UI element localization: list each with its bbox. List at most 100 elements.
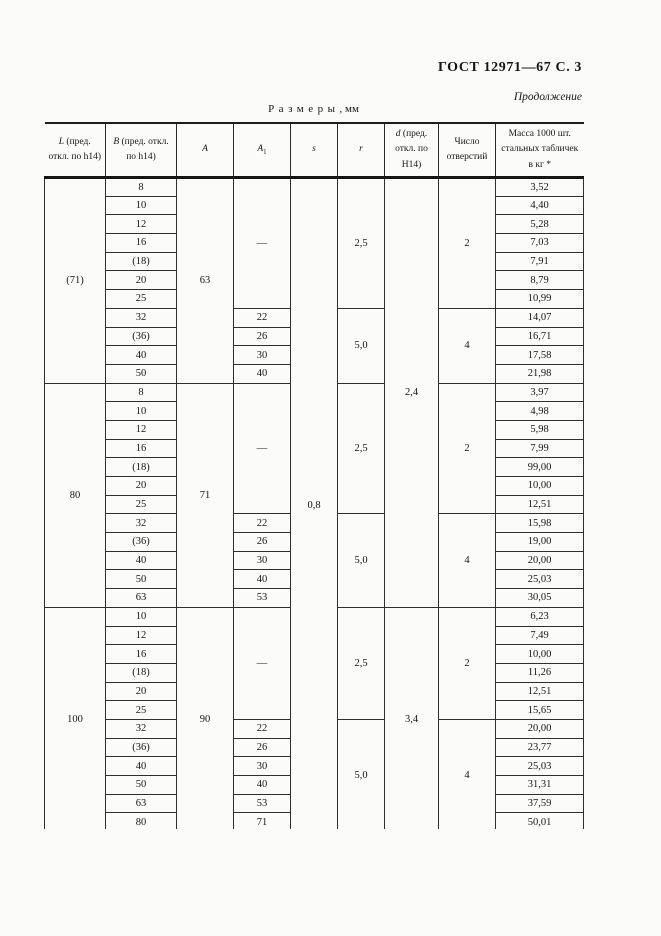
cell-m: 10,00	[495, 476, 584, 496]
cell-r: 2,5	[337, 177, 385, 309]
cell-m: 50,01	[495, 812, 584, 829]
table-row: (36) 26 23,77	[45, 737, 584, 758]
cell-m: 37,59	[495, 793, 584, 814]
cell-m: 19,00	[495, 532, 584, 552]
table-row: 40 30 20,00	[45, 550, 584, 571]
header-row: L (пред. откл. по h14) B (пред. откл. по …	[44, 122, 584, 179]
cell-L: 100	[44, 606, 106, 829]
cell-A: 90	[176, 606, 234, 829]
table-row: 16 7,99	[45, 438, 584, 459]
cell-n: 4	[438, 307, 496, 384]
cell-B: 40	[105, 756, 177, 776]
column-header-A1: A1	[233, 122, 291, 179]
cell-B: 12	[105, 625, 177, 646]
cell-d: 2,4	[384, 177, 439, 608]
cell-A1: 30	[233, 550, 291, 571]
cell-B: (18)	[105, 662, 177, 683]
cell-B: 32	[105, 307, 177, 328]
cell-A1: 40	[233, 775, 291, 795]
cell-A1: 26	[233, 737, 291, 758]
table-row: (71) 8 63—0,8 2,5 2,4 2 3,52	[44, 176, 584, 829]
cell-A1: 22	[233, 307, 291, 328]
table-row: 20 10,00	[45, 476, 584, 496]
column-header-r: r	[337, 122, 385, 179]
cell-m: 6,23	[495, 606, 584, 627]
cell-B: 63	[105, 588, 177, 608]
cell-L: (71)	[44, 177, 106, 384]
cell-m: 20,00	[495, 550, 584, 571]
cell-m: 7,91	[495, 251, 584, 272]
cell-B: (18)	[105, 251, 177, 272]
table-row: (36) 26 19,00	[45, 532, 584, 552]
cell-B: 16	[105, 438, 177, 459]
cell-m: 99,00	[495, 457, 584, 477]
table-row: 25 10,99	[45, 289, 584, 309]
table-row: 80 8 71— 2,5 2 3,97	[44, 382, 584, 608]
cell-B: 16	[105, 644, 177, 664]
table-title-unit: , мм	[339, 103, 359, 115]
table-row: 50 40 31,31	[45, 775, 584, 795]
cell-m: 20,00	[495, 718, 584, 739]
cell-B: 20	[105, 476, 177, 496]
table-title: Размеры, мм	[44, 103, 583, 115]
cell-m: 31,31	[495, 775, 584, 795]
cell-A1: —	[233, 382, 291, 515]
cell-r: 5,0	[337, 513, 385, 608]
cell-A: 63	[176, 177, 234, 384]
cell-m: 25,03	[495, 756, 584, 776]
cell-m: 7,99	[495, 438, 584, 459]
table-title-main: Размеры	[268, 103, 340, 115]
table-row: (18) 7,91	[45, 251, 584, 272]
cell-m: 3,97	[495, 382, 584, 403]
cell-n: 4	[438, 718, 496, 829]
cell-B: (36)	[105, 532, 177, 552]
cell-A1: 40	[233, 569, 291, 590]
table-row: 63 53 37,59	[45, 793, 584, 814]
cell-B: (36)	[105, 737, 177, 758]
cell-n: 4	[438, 513, 496, 608]
table-row: 63 53 30,05	[45, 588, 584, 608]
cell-d: 3,4	[384, 606, 439, 829]
cell-B: 63	[105, 793, 177, 814]
cell-A1: 22	[233, 718, 291, 739]
cell-m: 17,58	[495, 345, 584, 365]
cell-n: 2	[438, 382, 496, 515]
cell-B: 16	[105, 233, 177, 253]
cell-B: 80	[105, 812, 177, 829]
cell-A1: 22	[233, 513, 291, 534]
column-header-B: B (пред. откл. по h14)	[105, 122, 177, 179]
cell-m: 4,98	[495, 401, 584, 421]
cell-m: 5,98	[495, 419, 584, 440]
table-row: 80 71 50,01	[45, 812, 584, 829]
column-header-L: L (пред. откл. по h14)	[44, 122, 106, 179]
cell-B: 40	[105, 550, 177, 571]
cell-m: 3,52	[495, 177, 584, 197]
column-header-s: s	[290, 122, 338, 179]
cell-B: 25	[105, 494, 177, 515]
cell-m: 11,26	[495, 662, 584, 683]
cell-A1: 71	[233, 812, 291, 829]
table-row: 40 30 25,03	[45, 756, 584, 776]
cell-m: 10,00	[495, 644, 584, 664]
cell-m: 7,49	[495, 625, 584, 646]
cell-r: 5,0	[337, 718, 385, 829]
cell-n: 2	[438, 606, 496, 720]
cell-B: 40	[105, 345, 177, 365]
cell-A1: 26	[233, 532, 291, 552]
cell-r: 2,5	[337, 606, 385, 720]
table-header: L (пред. откл. по h14) B (пред. откл. по …	[44, 122, 584, 179]
cell-B: 20	[105, 681, 177, 702]
cell-A1: —	[233, 177, 291, 309]
column-header-A: A	[176, 122, 234, 179]
column-header-mass: Масса 1000 шт. стальных табличек в кг *	[495, 122, 584, 179]
cell-B: 32	[105, 718, 177, 739]
cell-B: 20	[105, 270, 177, 291]
cell-m: 4,40	[495, 195, 584, 216]
cell-B: 32	[105, 513, 177, 534]
cell-m: 23,77	[495, 737, 584, 758]
cell-B: 8	[105, 382, 177, 403]
cell-B: 50	[105, 775, 177, 795]
cell-n: 2	[438, 177, 496, 309]
cell-r: 5,0	[337, 307, 385, 384]
cell-m: 16,71	[495, 326, 584, 347]
